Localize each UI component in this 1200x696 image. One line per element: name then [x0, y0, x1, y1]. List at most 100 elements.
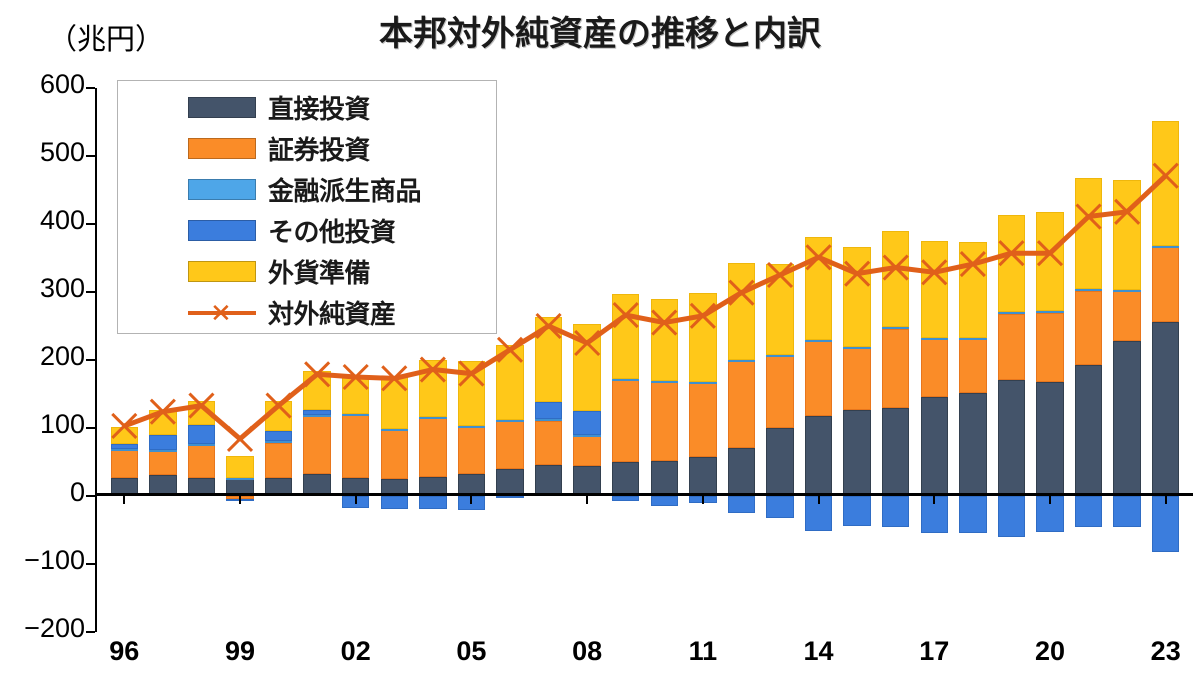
- legend-item[interactable]: 証券投資: [118, 128, 496, 169]
- x-tick: [354, 493, 357, 504]
- bar-segment: [419, 417, 447, 420]
- bar-segment: [804, 236, 833, 340]
- bar-segment: [959, 496, 987, 533]
- bar-segment: [997, 215, 1026, 312]
- bar-segment: [843, 496, 871, 526]
- bar-segment: [496, 345, 524, 420]
- x-tick-label: 99: [224, 636, 256, 666]
- bar-segment: [496, 496, 524, 499]
- bar-segment: [1152, 321, 1180, 496]
- bar-segment: [1113, 179, 1141, 290]
- bar-segment: [1036, 313, 1064, 382]
- y-tick-label: 100: [39, 409, 85, 439]
- x-tick: [933, 493, 936, 504]
- legend-item[interactable]: 金融派生商品: [118, 169, 496, 210]
- bar-segment: [997, 496, 1026, 537]
- bar-segment: [264, 430, 293, 441]
- y-tick-label: 200: [39, 341, 85, 371]
- legend-item[interactable]: 直接投資: [118, 87, 496, 128]
- bar-segment: [959, 241, 987, 338]
- y-tick-label: 600: [39, 69, 85, 99]
- x-tick-label: 23: [1150, 636, 1181, 666]
- bar-segment: [110, 450, 138, 479]
- y-tick-label: −200: [24, 613, 85, 643]
- bar-segment: [882, 496, 910, 527]
- bar-segment: [804, 339, 833, 342]
- bar-segment: [997, 313, 1026, 381]
- legend-swatch-wrap: [118, 220, 268, 241]
- legend-item[interactable]: 外貨準備: [118, 251, 496, 292]
- legend-color-swatch: [188, 261, 256, 282]
- x-tick-label: 14: [803, 636, 834, 666]
- bar-segment: [187, 444, 216, 478]
- bar-segment: [1074, 290, 1103, 366]
- bar-segment: [303, 370, 331, 410]
- bar-segment: [573, 466, 601, 496]
- x-tick-label: 20: [1034, 636, 1066, 666]
- bar-segment: [419, 496, 447, 509]
- bar-segment: [342, 415, 370, 478]
- bar-segment: [226, 478, 254, 481]
- bar-segment: [766, 496, 794, 519]
- bar-segment: [496, 468, 524, 496]
- x-tick-label: 11: [688, 636, 718, 666]
- bar-segment: [1113, 291, 1141, 341]
- bar-segment: [766, 355, 794, 428]
- y-tick-label: 400: [39, 205, 85, 235]
- legend-color-swatch: [188, 97, 256, 118]
- bar-segment: [457, 426, 486, 474]
- bar-segment: [496, 419, 524, 422]
- page-title: 本邦対外純資産の推移と内訳: [379, 15, 821, 53]
- bar-segment: [573, 411, 601, 435]
- bar-segment: [689, 382, 717, 458]
- bar-segment: [187, 443, 216, 446]
- bar-segment: [612, 462, 640, 496]
- bar-segment: [959, 337, 987, 340]
- bar-segment: [110, 426, 138, 444]
- bar-segment: [457, 361, 486, 426]
- bar-segment: [843, 247, 871, 348]
- y-tick: [86, 155, 95, 157]
- bar-segment: [380, 429, 408, 432]
- bar-segment: [149, 449, 177, 452]
- bar-segment: [959, 393, 987, 496]
- legend-item-label: 直接投資: [268, 94, 371, 124]
- legend-item-label: 外貨準備: [268, 258, 371, 288]
- legend-item-label: 金融派生商品: [268, 176, 422, 206]
- y-tick: [86, 359, 95, 361]
- legend-swatch-wrap: [118, 138, 268, 159]
- legend-item[interactable]: その他投資: [118, 210, 496, 251]
- bar-segment: [534, 419, 563, 422]
- bar-segment: [766, 354, 794, 357]
- bar-segment: [612, 496, 640, 502]
- bar-segment: [496, 420, 524, 469]
- bar-segment: [804, 340, 833, 416]
- bar-segment: [110, 443, 138, 450]
- x-tick-label: 05: [456, 636, 487, 666]
- bar-segment: [573, 323, 601, 411]
- bar-segment: [419, 360, 447, 418]
- bar-segment: [727, 447, 756, 496]
- bar-segment: [1152, 245, 1180, 248]
- bar-segment: [920, 337, 948, 340]
- legend-line-marker-icon: ✕: [188, 300, 256, 326]
- bar-segment: [380, 496, 408, 509]
- bar-segment: [110, 449, 138, 452]
- legend-swatch-wrap: [118, 97, 268, 118]
- bar-segment: [727, 361, 756, 448]
- bar-segment: [264, 440, 293, 443]
- y-tick: [86, 291, 95, 293]
- bar-segment: [882, 230, 910, 327]
- x-tick-label: 02: [340, 636, 371, 666]
- y-tick-label: 0: [69, 477, 85, 507]
- x-tick: [701, 493, 704, 504]
- x-tick: [123, 493, 126, 504]
- bar-segment: [882, 328, 910, 408]
- bar-segment: [573, 436, 601, 467]
- legend-item[interactable]: ✕ 対外純資産: [118, 292, 496, 333]
- bar-segment: [149, 450, 177, 475]
- bar-segment: [1074, 289, 1103, 292]
- bar-segment: [766, 428, 794, 496]
- y-tick-label: 300: [39, 273, 85, 303]
- x-tick: [586, 493, 589, 504]
